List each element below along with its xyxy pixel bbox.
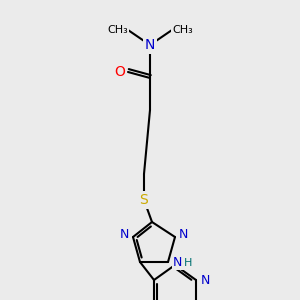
Text: N: N [173,256,182,268]
Text: CH₃: CH₃ [107,25,128,35]
Text: N: N [145,38,155,52]
Text: N: N [120,227,129,241]
Text: N: N [201,274,210,286]
Text: N: N [179,227,188,241]
Text: CH₃: CH₃ [172,25,193,35]
Text: S: S [140,193,148,207]
Text: O: O [114,65,125,79]
Text: H: H [184,258,192,268]
